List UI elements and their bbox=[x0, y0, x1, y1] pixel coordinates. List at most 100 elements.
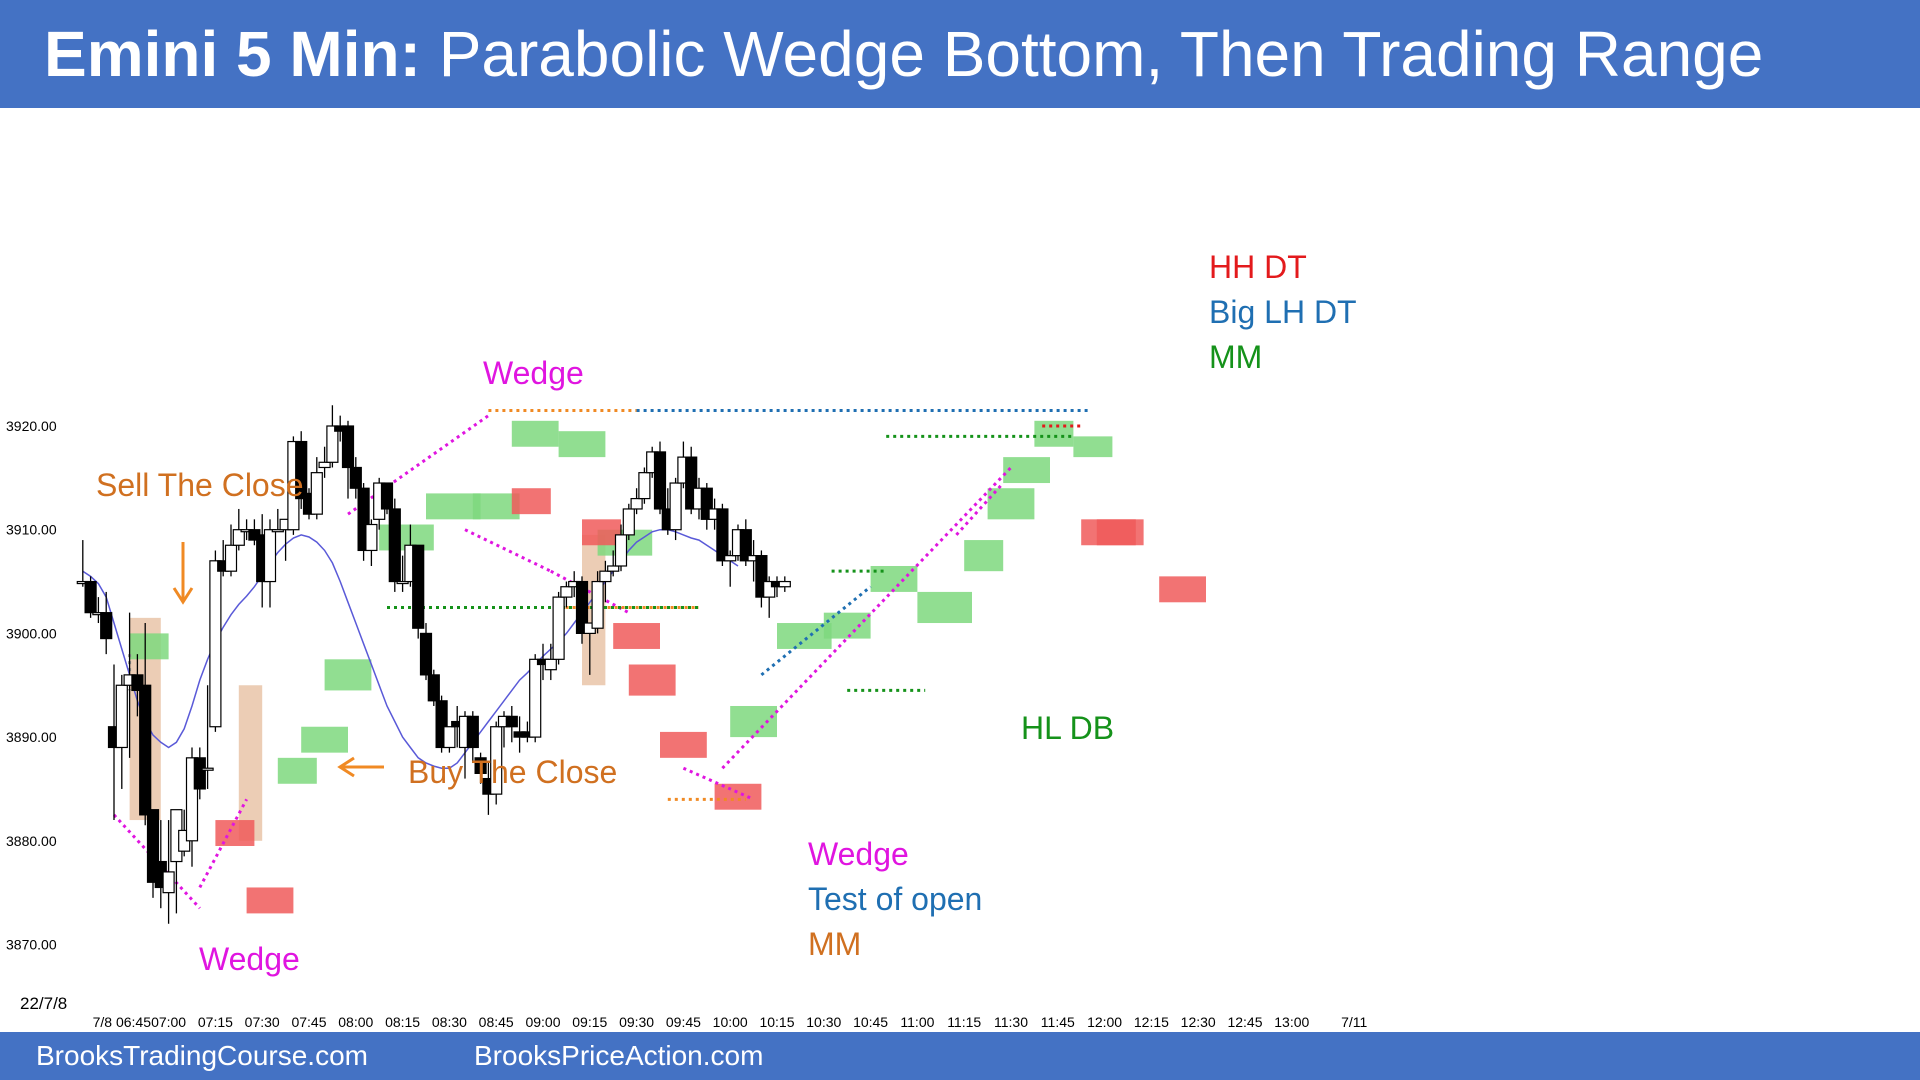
candle bbox=[76, 540, 89, 587]
ema-layer bbox=[82, 528, 739, 769]
x-tick-label: 13:00 bbox=[1274, 1014, 1309, 1030]
annotation-test-of-open: Test of open bbox=[808, 881, 982, 917]
buy-arrow bbox=[337, 756, 384, 778]
candle bbox=[357, 483, 370, 561]
bear-candle-body bbox=[146, 809, 160, 883]
bear-candle-body bbox=[427, 674, 440, 702]
candle bbox=[599, 560, 612, 603]
bull-candle-body bbox=[115, 684, 128, 749]
candle bbox=[544, 643, 557, 681]
bear-bar-highlight bbox=[714, 783, 762, 810]
dotted-guide-line bbox=[347, 414, 490, 516]
annotation-wedge-top: Wedge bbox=[483, 355, 584, 391]
candle bbox=[669, 477, 682, 541]
candle bbox=[716, 503, 729, 566]
annotation-mm-top: MM bbox=[1209, 339, 1262, 375]
sell-arrow bbox=[172, 542, 194, 605]
bear-bar-highlight bbox=[613, 623, 660, 649]
candle bbox=[365, 519, 378, 566]
candle bbox=[591, 571, 604, 634]
bear-bar-highlight bbox=[246, 887, 294, 914]
dotted-guide-line bbox=[198, 798, 248, 889]
bear-candle-body bbox=[575, 580, 589, 634]
footer-link-trading-course[interactable]: BrooksTradingCourse.com bbox=[36, 1040, 368, 1071]
bear-candle-body bbox=[341, 425, 355, 469]
y-tick-label: 3910.00 bbox=[6, 522, 57, 538]
bull-bar-highlight bbox=[1034, 420, 1074, 447]
bear-bar-highlight bbox=[628, 664, 676, 696]
candle bbox=[466, 711, 479, 764]
candle bbox=[724, 550, 737, 587]
x-tick-label: 11:15 bbox=[947, 1014, 981, 1030]
bear-bar-highlight bbox=[582, 519, 621, 546]
y-tick-label: 3870.00 bbox=[6, 937, 57, 953]
x-tick-label: 11:00 bbox=[900, 1014, 934, 1030]
candle bbox=[505, 705, 518, 743]
bull-candle-body bbox=[209, 560, 222, 728]
annotation-hl-db: HL DB bbox=[1021, 710, 1114, 746]
bear-candle-body bbox=[193, 757, 206, 790]
bull-bar-highlight bbox=[777, 623, 832, 649]
candle bbox=[146, 809, 160, 898]
candle bbox=[310, 457, 323, 520]
candle bbox=[349, 457, 362, 499]
candle bbox=[630, 488, 643, 515]
bear-candle-body bbox=[388, 508, 401, 583]
bear-candle-body bbox=[349, 466, 362, 489]
bull-candle-body bbox=[232, 529, 245, 546]
bull-candle-body bbox=[724, 555, 737, 562]
bull-candle-body bbox=[443, 726, 456, 749]
candle bbox=[490, 721, 503, 805]
x-tick-label: 09:45 bbox=[666, 1014, 701, 1030]
x-tick-label: 07:15 bbox=[198, 1014, 233, 1030]
bull-bar-highlight bbox=[301, 726, 348, 753]
annotation-hh-dt: HH DT bbox=[1209, 249, 1307, 285]
footer-link-price-action[interactable]: BrooksPriceAction.com bbox=[474, 1040, 764, 1071]
candle bbox=[700, 483, 713, 530]
candle bbox=[778, 576, 791, 592]
candle bbox=[685, 446, 698, 515]
bear-candle-body bbox=[700, 487, 713, 520]
y-tick-label: 3900.00 bbox=[6, 625, 57, 641]
bear-candle-body bbox=[435, 700, 448, 749]
bull-candle-body bbox=[318, 461, 331, 469]
bull-candle-body bbox=[162, 871, 175, 894]
candle bbox=[419, 623, 433, 681]
bear-bar-highlight bbox=[1096, 519, 1144, 546]
bull-candle-body bbox=[271, 529, 284, 533]
date-label: 22/7/8 bbox=[20, 994, 67, 1013]
x-tick-label: 12:45 bbox=[1227, 1014, 1262, 1030]
bull-candle-body bbox=[185, 757, 199, 842]
dotted-guide-line bbox=[955, 482, 1005, 536]
bull-candle-body bbox=[607, 565, 620, 572]
x-tick-label: 10:30 bbox=[806, 1014, 841, 1030]
candle bbox=[162, 820, 175, 924]
bull-bar-highlight bbox=[1003, 457, 1050, 484]
bull-candle-body bbox=[552, 596, 565, 660]
page-title: Emini 5 Min: Parabolic Wedge Bottom, The… bbox=[44, 14, 1763, 94]
x-tick-label: 08:45 bbox=[479, 1014, 514, 1030]
x-axis: 7/8 06:45 07:00 07:15 07:30 07:45 08:00 08:15 0… bbox=[93, 1014, 1368, 1030]
title-instrument: Emini 5 Min: bbox=[44, 18, 421, 90]
x-tick-label: 07:00 bbox=[151, 1014, 186, 1030]
bull-candle-body bbox=[310, 472, 323, 515]
bull-bar-highlight bbox=[917, 591, 972, 624]
bear-candle-body bbox=[474, 757, 487, 774]
candle bbox=[209, 550, 222, 732]
dotted-guide-line bbox=[682, 766, 755, 801]
candle bbox=[193, 747, 206, 800]
candle bbox=[115, 674, 128, 789]
y-axis: 3920.00 3910.00 3900.00 3890.00 3880.00 3870.… bbox=[6, 418, 57, 953]
bull-candle-body bbox=[591, 580, 604, 629]
bear-candle-body bbox=[131, 674, 144, 692]
x-tick-label: 07:45 bbox=[291, 1014, 326, 1030]
bear-candle-body bbox=[653, 451, 667, 510]
bear-bar-highlight bbox=[660, 731, 707, 758]
candle bbox=[396, 555, 409, 592]
x-tick-label: 12:00 bbox=[1087, 1014, 1122, 1030]
bear-candle-body bbox=[139, 684, 152, 816]
climax-bar-highlight bbox=[238, 685, 263, 841]
x-tick-label: 10:45 bbox=[853, 1014, 888, 1030]
x-tick-label: 08:15 bbox=[385, 1014, 420, 1030]
dotted-guide-line bbox=[464, 528, 552, 573]
